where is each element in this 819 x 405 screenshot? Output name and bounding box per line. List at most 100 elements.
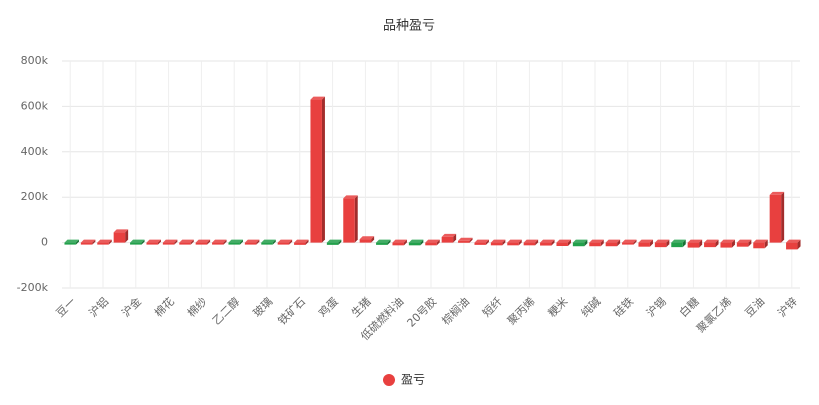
bar-side: [354, 195, 358, 243]
x-tick-label: 沪铝: [86, 294, 111, 319]
bar: [408, 242, 421, 246]
bar: [736, 242, 749, 247]
x-tick-label: 聚丙烯: [505, 295, 538, 328]
bar-top: [80, 239, 96, 243]
bar: [786, 242, 798, 250]
y-tick-label: 0: [41, 236, 48, 249]
bar: [228, 242, 240, 245]
bar-side: [289, 239, 293, 245]
bar-side: [223, 239, 227, 245]
bar-side: [157, 239, 161, 245]
x-tick-label: 短纤: [479, 294, 504, 319]
bar-side: [715, 239, 719, 248]
bar-top: [736, 239, 752, 243]
bar-top: [326, 239, 342, 243]
bar-side: [502, 239, 506, 246]
bar: [425, 242, 437, 246]
bar: [80, 242, 93, 245]
bar-top: [523, 239, 539, 243]
bar-side: [190, 239, 194, 245]
bar-side: [764, 239, 768, 249]
bar-side: [535, 239, 539, 246]
bar: [261, 242, 273, 245]
bar: [474, 242, 486, 245]
bar: [294, 242, 306, 245]
bar: [392, 242, 404, 246]
bar-side: [125, 229, 129, 243]
bar-top: [556, 239, 571, 243]
bar-side: [321, 96, 325, 243]
x-tick-label: 乙二醇: [209, 294, 242, 327]
bar-top: [113, 229, 129, 233]
x-tick-label: 白糖: [676, 294, 701, 319]
bar-top: [359, 236, 375, 240]
y-tick-label: 600k: [21, 99, 49, 112]
bar-top: [605, 239, 621, 243]
bar-top: [507, 239, 522, 243]
bar-top: [408, 239, 424, 243]
x-tick-label: 鸡蛋: [315, 294, 340, 319]
bar-side: [256, 239, 260, 245]
bar-side: [436, 239, 440, 246]
y-tick-label: 200k: [21, 190, 49, 203]
bar-side: [600, 239, 604, 247]
x-tick-label: 沪锌: [775, 294, 800, 319]
bar-side: [92, 239, 96, 245]
bar: [654, 242, 667, 248]
bar-top: [228, 239, 243, 243]
bar-side: [682, 239, 686, 248]
y-tick-label: -200k: [17, 281, 49, 294]
bar: [458, 240, 470, 243]
chart-title: 品种盈亏: [383, 19, 435, 34]
x-tick-label: 棕榈油: [439, 294, 472, 327]
x-tick-label: 豆油: [742, 294, 767, 319]
bar: [376, 242, 388, 245]
x-tick-label: 豆一: [54, 295, 79, 320]
x-tick-label: 棉纱: [184, 294, 209, 319]
bar-top: [786, 239, 801, 243]
y-tick-label: 400k: [21, 145, 49, 158]
bar-top: [162, 239, 178, 243]
bar-top: [474, 239, 489, 243]
bar-top: [769, 191, 785, 195]
bar-top: [638, 239, 653, 243]
bar-top: [441, 233, 457, 237]
bar-top: [720, 239, 735, 243]
bar-side: [174, 239, 178, 245]
legend-text: 盈亏: [401, 373, 425, 387]
x-tick-label: 硅铁: [611, 295, 636, 320]
bar: [605, 242, 618, 247]
bar-side: [649, 239, 653, 247]
x-tick-label: 20号胶: [404, 294, 439, 329]
bar-top: [490, 239, 506, 243]
legend-marker: [383, 374, 395, 386]
bar-side: [272, 239, 276, 245]
bar-side: [699, 239, 703, 248]
bar: [212, 242, 224, 245]
bar: [589, 242, 601, 247]
bar-top: [261, 239, 276, 243]
x-tick-label: 沪锡: [643, 294, 668, 319]
bar-side: [469, 237, 473, 243]
bar: [162, 242, 175, 245]
bar: [277, 242, 290, 245]
bar: [195, 242, 208, 245]
bar: [343, 198, 355, 243]
bar: [326, 242, 339, 245]
bar-top: [146, 239, 161, 243]
bar: [310, 99, 322, 243]
bar: [179, 242, 191, 245]
bar-side: [748, 239, 752, 247]
x-tick-label: 玻璃: [250, 294, 275, 319]
bar: [244, 242, 257, 245]
bar-top: [572, 239, 588, 243]
bar: [687, 242, 700, 248]
bar: [753, 242, 765, 249]
bar: [556, 242, 568, 247]
bar: [359, 239, 372, 243]
bar-side: [207, 239, 211, 245]
x-tick-label: 纯碱: [578, 295, 603, 320]
bar: [507, 242, 519, 246]
bar-side: [617, 239, 621, 247]
